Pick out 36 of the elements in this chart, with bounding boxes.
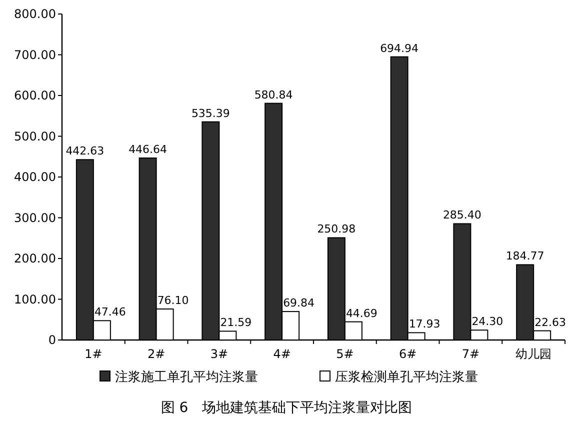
data-label: 535.39 bbox=[191, 106, 230, 120]
text: 图 6 场地建筑基础下平均注浆量对比图 bbox=[160, 400, 412, 416]
x-tick-label: 2# bbox=[147, 347, 166, 361]
data-label: 69.84 bbox=[283, 296, 315, 310]
x-tick-label: 5# bbox=[336, 347, 354, 361]
data-label: 694.94 bbox=[380, 42, 419, 55]
data-label: 446.64 bbox=[128, 142, 168, 156]
x-tick-label: 7# bbox=[462, 347, 480, 361]
data-label: 22.63 bbox=[534, 316, 566, 329]
y-tick-label: 200.00 bbox=[14, 252, 56, 266]
y-tick-label: 700.00 bbox=[14, 48, 56, 62]
y-tick-label: 800.00 bbox=[14, 7, 56, 21]
y-tick-label: 400.00 bbox=[14, 170, 56, 184]
y-tick-label: 100.00 bbox=[14, 292, 56, 306]
data-label: 184.77 bbox=[506, 250, 544, 263]
x-tick-label: 幼儿园 bbox=[516, 347, 552, 361]
y-tick-label: 600.00 bbox=[14, 88, 56, 102]
data-label: 285.40 bbox=[442, 208, 482, 222]
x-tick-label: 1# bbox=[84, 347, 102, 361]
y-tick-label: 0 bbox=[48, 333, 56, 347]
data-label: 47.46 bbox=[94, 306, 126, 319]
data-label: 24.30 bbox=[472, 315, 504, 328]
data-label: 442.63 bbox=[66, 144, 104, 158]
data-label: 580.84 bbox=[254, 88, 293, 102]
data-label: 76.10 bbox=[157, 294, 189, 307]
x-tick-label: 3# bbox=[210, 347, 228, 361]
x-tick-label: 4# bbox=[273, 347, 291, 361]
y-tick-label: 300.00 bbox=[14, 210, 56, 225]
data-label: 250.98 bbox=[317, 222, 356, 236]
y-tick-label: 500.00 bbox=[14, 129, 56, 144]
data-label: 17.93 bbox=[408, 318, 440, 331]
x-tick-label: 6# bbox=[398, 347, 417, 361]
data-label: 21.59 bbox=[220, 316, 252, 330]
data-label: 44.69 bbox=[346, 306, 378, 320]
legend-label: 压浆检测单孔平均注浆量 bbox=[335, 370, 478, 385]
legend-label: 注浆施工单孔平均注浆量 bbox=[115, 370, 258, 385]
